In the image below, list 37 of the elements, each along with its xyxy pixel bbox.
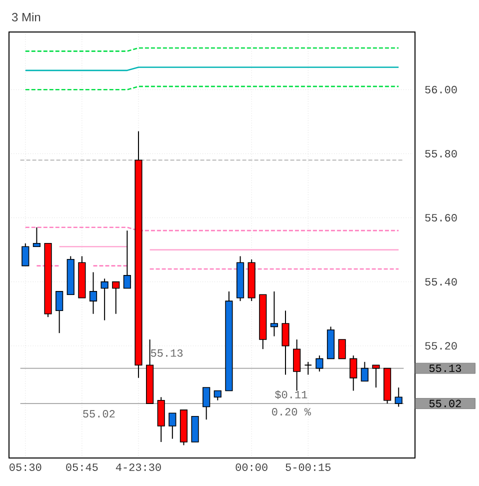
candlestick (304, 361, 312, 376)
y-tick-label: 55.80 (425, 150, 457, 158)
x-tick-label: 5-00:15 (286, 464, 331, 471)
y-tick-label: 55.20 (425, 342, 457, 350)
candlestick (350, 354, 358, 392)
candlestick (56, 290, 64, 334)
candlestick (372, 364, 380, 388)
candlestick (202, 387, 210, 420)
candlestick (394, 387, 402, 408)
candlestick (293, 338, 301, 392)
x-tick-label: 05:30 (10, 464, 42, 471)
annotation: $0.11 (275, 390, 308, 400)
candlestick (22, 242, 30, 266)
candlestick (123, 230, 131, 289)
candlestick (89, 272, 98, 314)
y-tick-label: 55.60 (425, 214, 457, 222)
y-tick-label: 56.00 (425, 86, 457, 94)
x-tick-label: 4-23:30 (116, 464, 161, 471)
ref-line-label: 55.02 (429, 400, 461, 408)
annotation: 0.20 % (272, 408, 311, 416)
x-tick-label: 05:45 (66, 464, 98, 471)
candlestick (282, 310, 290, 376)
chart-title: 3 Min (12, 12, 40, 22)
x-tick-label: 00:00 (236, 464, 268, 471)
candlestick (360, 361, 368, 382)
candlestick (270, 290, 278, 337)
candlestick (112, 281, 120, 314)
candlestick (168, 412, 176, 440)
annotation: 55.13 (150, 349, 183, 357)
candlestick (316, 354, 324, 372)
ref-line-label: 55.13 (429, 364, 462, 372)
candlestick (338, 339, 346, 360)
annotation: 55.02 (83, 410, 115, 418)
y-tick-label: 55.40 (425, 278, 457, 286)
candlestick (32, 226, 40, 248)
candlestick (100, 278, 108, 321)
candlestick (214, 390, 222, 401)
